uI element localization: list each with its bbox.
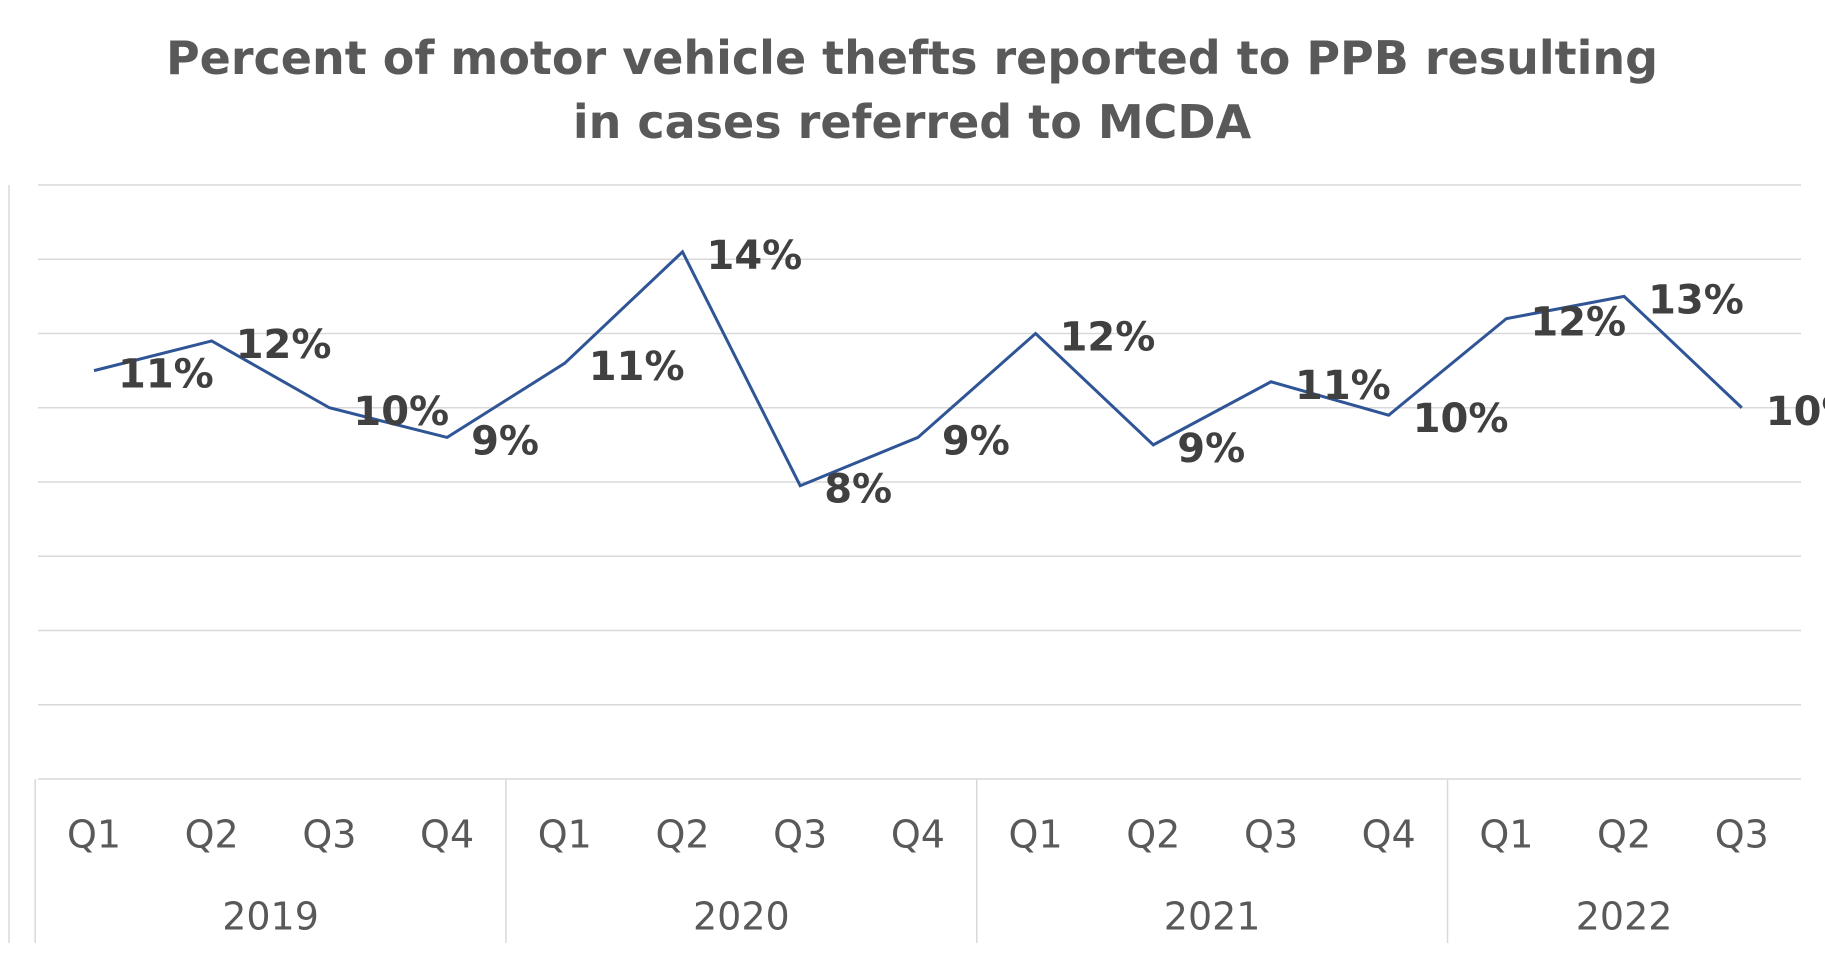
data-label: 9% <box>471 418 539 464</box>
group-label: 2020 <box>693 895 790 939</box>
data-label: 11% <box>1295 363 1391 409</box>
data-label: 10% <box>353 389 449 435</box>
x-tick-label: Q3 <box>302 813 356 857</box>
data-label: 11% <box>589 344 685 390</box>
x-tick-label: Q4 <box>420 813 474 857</box>
x-tick-label: Q1 <box>67 813 121 857</box>
x-tick-label: Q4 <box>1362 813 1416 857</box>
data-label: 13% <box>1648 277 1744 323</box>
x-tick-label: Q3 <box>1244 813 1298 857</box>
group-label: 2022 <box>1576 895 1673 939</box>
data-label: 9% <box>1177 426 1245 472</box>
group-label: 2021 <box>1164 895 1261 939</box>
x-tick-label: Q1 <box>1009 813 1063 857</box>
data-label: 12% <box>236 322 332 368</box>
data-label: 10% <box>1413 396 1509 442</box>
group-label: 2019 <box>222 895 319 939</box>
data-label: 14% <box>707 233 803 279</box>
x-tick-label: Q3 <box>1715 813 1769 857</box>
x-tick-label: Q2 <box>1597 813 1651 857</box>
x-tick-label: Q2 <box>185 813 239 857</box>
data-label: 12% <box>1530 300 1626 346</box>
data-label: 10% <box>1766 389 1825 435</box>
x-tick-label: Q4 <box>891 813 945 857</box>
data-label: 12% <box>1060 315 1156 361</box>
x-tick-label: Q2 <box>1126 813 1180 857</box>
x-tick-label: Q1 <box>538 813 592 857</box>
data-line <box>93 249 1743 488</box>
data-label: 8% <box>824 467 892 513</box>
x-tick-label: Q1 <box>1479 813 1533 857</box>
x-tick-label: Q2 <box>655 813 709 857</box>
data-label: 9% <box>942 418 1010 464</box>
chart-title: Percent of motor vehicle thefts reported… <box>165 31 1659 149</box>
x-tick-label: Q3 <box>773 813 827 857</box>
data-label: 11% <box>118 352 214 398</box>
